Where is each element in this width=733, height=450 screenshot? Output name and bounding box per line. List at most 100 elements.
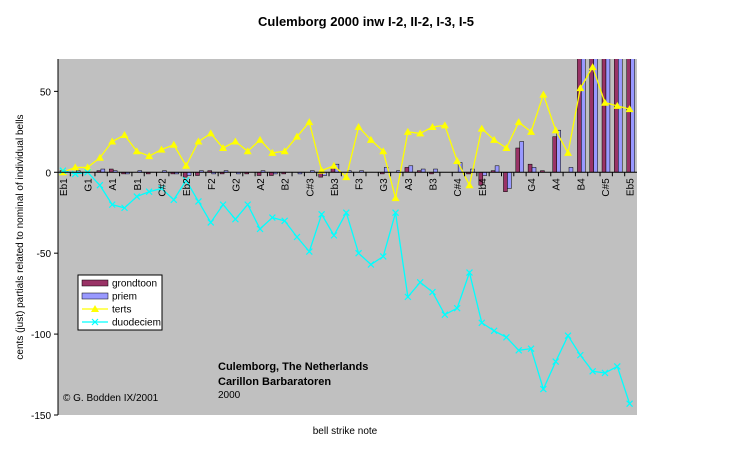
legend-label: terts bbox=[112, 305, 131, 316]
plot-area bbox=[58, 59, 637, 415]
marker bbox=[108, 137, 117, 145]
x-tick-label: A1 bbox=[108, 178, 119, 191]
marker bbox=[231, 137, 240, 145]
marker bbox=[391, 194, 400, 202]
marker bbox=[366, 135, 375, 143]
x-tick-label: G1 bbox=[84, 178, 95, 192]
marker bbox=[625, 105, 634, 113]
marker bbox=[404, 293, 412, 301]
x-tick-label: Eb3 bbox=[330, 178, 341, 196]
bar bbox=[408, 165, 414, 173]
marker bbox=[588, 63, 597, 71]
marker bbox=[416, 129, 425, 137]
x-tick-label: C#4 bbox=[453, 178, 464, 197]
bar bbox=[589, 59, 594, 173]
bar bbox=[618, 59, 623, 173]
marker bbox=[564, 332, 572, 340]
marker bbox=[465, 181, 474, 189]
marker bbox=[108, 201, 116, 209]
marker bbox=[268, 214, 276, 222]
marker bbox=[416, 278, 424, 286]
bar bbox=[519, 141, 524, 173]
bar bbox=[605, 59, 611, 173]
marker bbox=[539, 385, 547, 393]
legend-swatch bbox=[81, 292, 109, 300]
marker bbox=[145, 188, 153, 196]
marker bbox=[600, 98, 609, 106]
bar bbox=[404, 167, 410, 173]
marker bbox=[441, 311, 449, 319]
marker bbox=[355, 249, 363, 257]
bar bbox=[552, 136, 557, 173]
marker bbox=[477, 124, 486, 132]
x-tick-label: F3 bbox=[355, 178, 366, 190]
marker bbox=[502, 333, 510, 341]
marker bbox=[514, 118, 523, 126]
x-tick-label: Eb4 bbox=[478, 178, 489, 196]
x-tick-label: A3 bbox=[404, 178, 415, 191]
marker bbox=[527, 127, 536, 135]
marker bbox=[95, 153, 104, 161]
marker bbox=[305, 248, 313, 255]
marker bbox=[293, 233, 301, 241]
x-tick-label: C#5 bbox=[601, 178, 612, 197]
marker bbox=[121, 204, 128, 212]
marker bbox=[490, 135, 499, 143]
marker bbox=[613, 363, 621, 370]
bar bbox=[494, 165, 500, 173]
marker bbox=[613, 101, 622, 109]
marker bbox=[354, 122, 363, 130]
x-tick-label: C#2 bbox=[157, 178, 168, 197]
marker bbox=[515, 346, 523, 354]
x-tick-label: A2 bbox=[256, 178, 267, 191]
marker bbox=[292, 132, 301, 140]
marker bbox=[552, 358, 560, 366]
marker bbox=[539, 90, 548, 98]
marker bbox=[219, 144, 228, 151]
y-tick-label: -100 bbox=[31, 330, 51, 341]
x-tick-label: Eb1 bbox=[59, 178, 70, 196]
x-tick-label: G4 bbox=[527, 178, 538, 192]
marker bbox=[244, 201, 252, 209]
x-tick-label: B3 bbox=[429, 178, 440, 191]
annotation: © G. Bodden IX/2001 bbox=[63, 393, 159, 404]
legend-marker bbox=[91, 318, 99, 326]
marker bbox=[551, 126, 560, 134]
annotation: 2000 bbox=[218, 390, 241, 401]
x-tick-label: B2 bbox=[281, 178, 292, 191]
marker bbox=[367, 261, 375, 268]
marker bbox=[170, 196, 178, 204]
marker bbox=[281, 217, 289, 225]
y-tick-label: -150 bbox=[31, 411, 51, 422]
marker bbox=[466, 269, 473, 277]
bar bbox=[593, 59, 598, 173]
marker bbox=[379, 147, 388, 155]
bar bbox=[630, 59, 635, 173]
marker bbox=[342, 209, 350, 217]
marker bbox=[158, 185, 165, 192]
y-axis-title: cents (just) partials related to nominal… bbox=[15, 114, 26, 359]
marker bbox=[527, 345, 535, 353]
bar bbox=[581, 59, 586, 173]
marker bbox=[626, 400, 634, 408]
marker bbox=[589, 367, 597, 375]
x-tick-label: G3 bbox=[379, 178, 390, 192]
plot-layer bbox=[58, 59, 635, 408]
marker bbox=[169, 140, 178, 148]
x-tick-label: F2 bbox=[207, 178, 218, 190]
marker bbox=[379, 252, 387, 260]
bar bbox=[503, 172, 508, 192]
marker bbox=[206, 129, 215, 137]
marker bbox=[194, 137, 203, 145]
bar bbox=[531, 167, 537, 173]
marker bbox=[342, 173, 351, 181]
chart-title: Culemborg 2000 inw I-2, II-2, I-3, I-5 bbox=[258, 14, 474, 29]
marker bbox=[429, 288, 436, 296]
marker bbox=[145, 152, 154, 160]
x-tick-label: A4 bbox=[552, 178, 563, 191]
marker bbox=[564, 148, 573, 156]
marker bbox=[576, 351, 584, 359]
marker bbox=[219, 201, 227, 209]
x-tick-label: C#3 bbox=[305, 178, 316, 197]
